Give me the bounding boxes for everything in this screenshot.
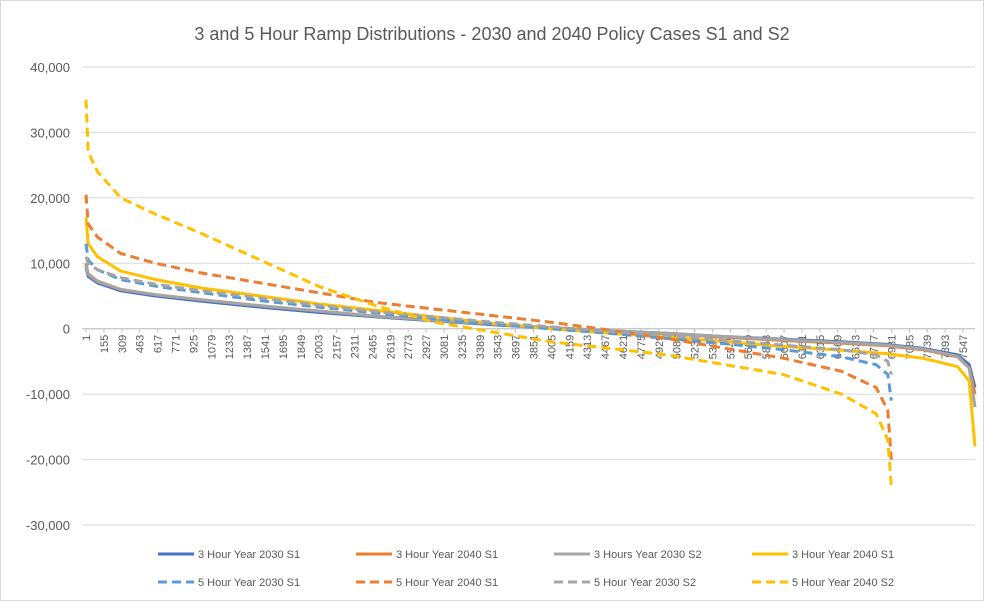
x-tick-label: 4621	[618, 335, 630, 359]
series-line	[84, 194, 893, 460]
y-tick-label: 20,000	[30, 191, 70, 206]
y-tick-label: -30,000	[26, 518, 70, 533]
y-tick-label: 30,000	[30, 125, 70, 140]
x-tick-label: 6623	[851, 335, 863, 359]
x-tick-label: 3389	[475, 335, 487, 359]
series-line	[84, 243, 893, 401]
x-tick-label: 4005	[546, 335, 558, 359]
x-tick-label: 3697	[511, 335, 523, 359]
x-tick-label: 1	[81, 335, 93, 341]
legend-label: 5 Hour Year 2030 S2	[594, 577, 696, 589]
x-tick-label: 4159	[564, 335, 576, 359]
x-tick-label: 2311	[349, 335, 361, 359]
x-tick-label: 3235	[457, 335, 469, 359]
legend-label: 3 Hour Year 2040 S1	[396, 549, 498, 561]
chart-title: 3 and 5 Hour Ramp Distributions - 2030 a…	[194, 24, 789, 44]
series-line	[84, 217, 977, 447]
x-tick-label: 2003	[314, 335, 326, 359]
y-tick-label: 40,000	[30, 60, 70, 75]
y-tick-label: -20,000	[26, 453, 70, 468]
x-tick-label: 463	[135, 335, 147, 353]
x-tick-label: 3081	[439, 335, 451, 359]
x-tick-label: 1849	[296, 335, 308, 359]
legend-label: 3 Hour Year 2040 S1	[792, 549, 894, 561]
x-tick-label: 309	[117, 335, 129, 353]
x-tick-label: 7239	[922, 335, 934, 359]
x-tick-label: 2927	[421, 335, 433, 359]
x-tick-label: 7547	[958, 335, 970, 359]
y-tick-label: -10,000	[26, 387, 70, 402]
series-line	[84, 99, 893, 486]
series-line	[84, 256, 893, 375]
x-tick-label: 4775	[636, 335, 648, 359]
y-tick-label: 10,000	[30, 256, 70, 271]
legend-label: 5 Hour Year 2040 S1	[396, 577, 498, 589]
x-tick-label: 2465	[367, 335, 379, 359]
legend-label: 3 Hour Year 2030 S1	[198, 549, 300, 561]
legend-label: 5 Hour Year 2040 S2	[792, 577, 894, 589]
x-tick-label: 1695	[278, 335, 290, 359]
x-tick-label: 2773	[403, 335, 415, 359]
legend-label: 3 Hours Year 2030 S2	[594, 549, 702, 561]
x-tick-label: 617	[153, 335, 165, 353]
x-tick-label: 155	[99, 335, 111, 353]
legend-label: 5 Hour Year 2030 S1	[198, 577, 300, 589]
x-tick-label: 3543	[493, 335, 505, 359]
y-tick-label: 0	[63, 322, 70, 337]
x-tick-label: 1079	[206, 335, 218, 359]
x-tick-label: 1541	[260, 335, 272, 359]
x-tick-label: 2619	[385, 335, 397, 359]
x-tick-label: 1233	[224, 335, 236, 359]
x-tick-label: 925	[188, 335, 200, 353]
x-tick-label: 771	[170, 335, 182, 353]
x-tick-label: 1387	[242, 335, 254, 359]
x-tick-label: 2157	[332, 335, 344, 359]
